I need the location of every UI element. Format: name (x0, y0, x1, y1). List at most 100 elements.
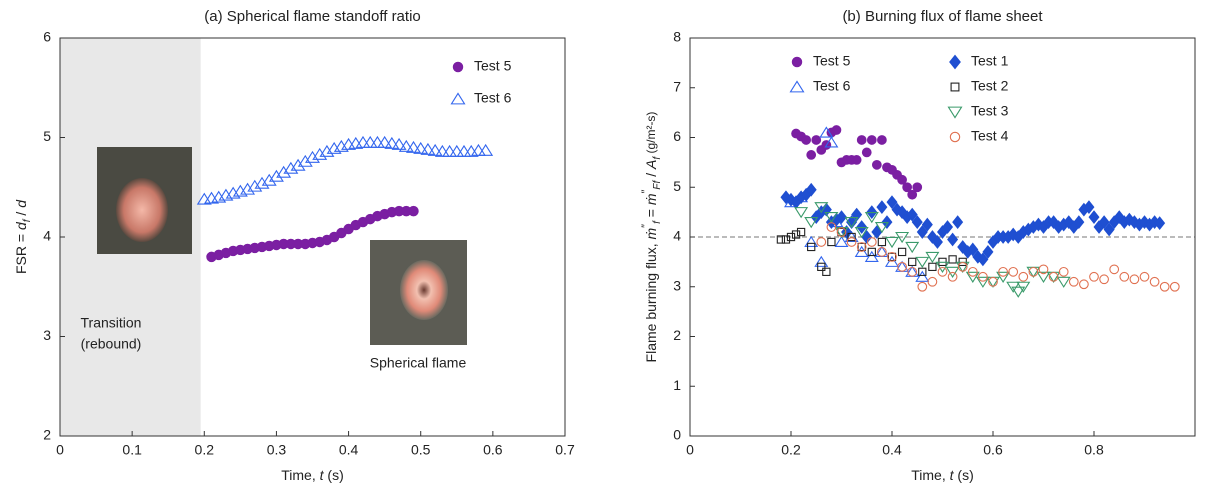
marker (1048, 271, 1059, 282)
legend-label: Test 5 (813, 53, 851, 69)
photo-flame (116, 178, 168, 242)
marker (948, 255, 957, 264)
label-part: d (13, 221, 29, 230)
marker (905, 241, 920, 254)
marker (362, 135, 378, 148)
marker (921, 217, 933, 232)
marker (826, 222, 837, 232)
marker (928, 262, 937, 271)
marker (268, 169, 284, 182)
marker (947, 271, 958, 282)
label-part: (s) (954, 467, 974, 483)
marker (854, 226, 869, 239)
marker (935, 261, 950, 273)
marker (319, 144, 335, 157)
marker (907, 266, 918, 277)
photos (97, 147, 467, 345)
label-part: = (643, 205, 659, 221)
marker (240, 182, 256, 195)
marker (369, 135, 385, 148)
y-tick-label: 6 (43, 29, 51, 45)
x-tick-label: 0.4 (339, 442, 359, 458)
x-tick-label: 0 (686, 442, 694, 458)
marker (911, 215, 923, 229)
label-part: / (643, 169, 659, 181)
label-part: t (950, 467, 955, 483)
label-part: ṁ (643, 227, 659, 239)
marker (442, 144, 458, 157)
marker (1159, 281, 1170, 292)
marker (908, 257, 917, 267)
marker (449, 144, 465, 157)
marker (978, 271, 988, 282)
marker (965, 271, 980, 283)
marker (897, 247, 907, 257)
marker (1109, 264, 1120, 275)
chart-title: (a) Spherical flame standoff ratio (204, 8, 421, 25)
marker (945, 266, 960, 278)
marker (886, 195, 898, 210)
x-tick-label: 0.1 (122, 442, 142, 458)
marker (470, 143, 486, 156)
marker (283, 161, 299, 174)
legend-label: Test 6 (474, 90, 512, 106)
label-part: ″ (640, 224, 652, 228)
marker (885, 236, 899, 249)
label-part: ṁ (643, 193, 659, 205)
marker (806, 150, 817, 160)
marker (1103, 222, 1115, 237)
marker (297, 154, 313, 167)
marker (844, 230, 859, 243)
photo-flame (400, 260, 448, 320)
marker (1038, 264, 1049, 275)
marker (856, 135, 867, 145)
marker (1058, 266, 1069, 277)
label-part: t (320, 467, 325, 483)
marker (791, 230, 801, 239)
marker (925, 251, 940, 264)
marker (1011, 286, 1026, 298)
marker (877, 237, 887, 247)
marker (452, 61, 464, 73)
marker (824, 136, 839, 148)
marker (781, 235, 791, 244)
legend-label: Test 5 (474, 58, 512, 74)
marker (967, 266, 978, 277)
marker (789, 80, 805, 93)
marker (897, 261, 907, 272)
marker (377, 135, 393, 148)
y-tick-label: 3 (673, 277, 681, 293)
marker (867, 247, 876, 257)
marker (420, 142, 436, 155)
marker (887, 252, 897, 262)
marker (947, 232, 959, 247)
marker (427, 143, 443, 156)
annotation: Transition (81, 315, 142, 331)
marker (874, 222, 889, 234)
marker (949, 54, 961, 70)
x-tick-label: 0.6 (483, 442, 503, 458)
marker (822, 267, 831, 276)
axis-label: FSR = df / d (13, 199, 33, 274)
marker (1083, 200, 1095, 215)
label-part: A (643, 160, 659, 170)
y-tick-label: 4 (43, 228, 51, 244)
marker (1056, 276, 1071, 288)
marker (902, 182, 913, 193)
marker (866, 135, 877, 145)
marker (1018, 271, 1029, 282)
marker (977, 252, 989, 267)
marker (804, 235, 819, 248)
marker (819, 126, 834, 138)
marker (413, 141, 429, 154)
marker (947, 106, 963, 119)
annotation: (rebound) (81, 336, 142, 352)
marker (927, 276, 938, 287)
marker (434, 144, 450, 157)
marker (1073, 215, 1085, 229)
label-part: FSR = (13, 230, 29, 274)
marker (1098, 215, 1110, 229)
label-part: f (652, 156, 663, 160)
marker (804, 217, 819, 229)
label-part: Time, (281, 467, 319, 483)
